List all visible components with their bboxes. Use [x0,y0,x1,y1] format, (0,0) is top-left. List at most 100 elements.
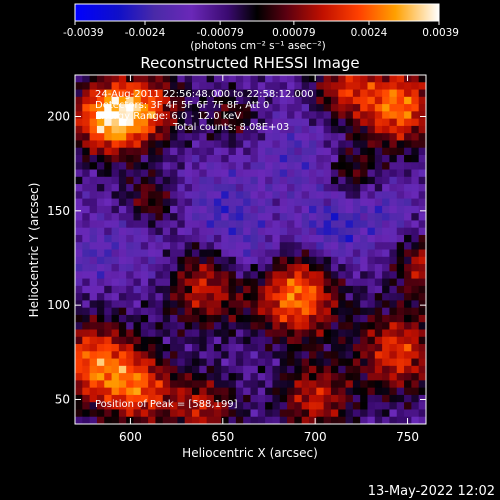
heatmap-cell [418,322,427,330]
heatmap-cell [404,344,412,352]
heatmap-cell [75,205,83,214]
heatmap-cell [367,416,376,425]
heatmap-cell [162,162,171,170]
heatmap-cell [396,351,405,359]
heatmap-cell [396,278,405,287]
heatmap-cell [345,220,354,229]
heatmap-cell [89,416,98,425]
heatmap-cell [250,104,259,112]
heatmap-cell [404,380,412,389]
heatmap-cell [382,387,390,396]
heatmap-cell [170,409,178,418]
heatmap-cell [250,256,259,265]
heatmap-cell [352,191,361,199]
heatmap-cell [360,184,368,192]
heatmap-cell [243,285,251,294]
heatmap-cell [345,249,354,258]
heatmap-cell [170,351,178,359]
heatmap-cell [257,213,266,221]
heatmap-cell [265,191,273,199]
heatmap-cell [162,409,171,418]
heatmap-cell [404,162,412,170]
heatmap-cell [213,133,222,141]
heatmap-cell [111,264,120,272]
heatmap-cell [338,191,346,199]
heatmap-cell [330,198,339,207]
heatmap-cell [345,140,354,149]
heatmap-cell [287,220,295,229]
heatmap-cell [279,104,288,112]
heatmap-cell [338,198,346,207]
heatmap-cell [360,387,368,396]
heatmap-cell [148,336,156,345]
heatmap-cell [111,118,120,127]
heatmap-cell [96,104,105,112]
heatmap-cell [82,89,91,98]
heatmap-cell [243,242,251,250]
heatmap-cell [140,75,149,83]
heatmap-cell [199,191,208,199]
heatmap-cell [352,271,361,279]
heatmap-cell [162,278,171,287]
heatmap-cell [155,89,164,98]
heatmap-cell [213,213,222,221]
heatmap-cell [184,387,193,396]
heatmap-cell [301,249,310,258]
heatmap-cell [382,409,390,418]
heatmap-cell [382,198,390,207]
heatmap-cell [272,278,281,287]
heatmap-cell [192,307,200,316]
heatmap-cell [170,205,178,214]
heatmap-cell [374,242,383,250]
heatmap-cell [338,329,346,338]
heatmap-cell [389,271,398,279]
heatmap-cell [309,300,317,309]
heatmap-cell [221,125,229,134]
heatmap-cell [418,278,427,287]
heatmap-cell [345,336,354,345]
heatmap-cell [75,373,83,381]
heatmap-cell [367,293,376,301]
heatmap-cell [126,140,134,149]
heatmap-cell [192,322,200,330]
heatmap-cell [272,300,281,309]
heatmap-cell [118,394,127,403]
heatmap-cell [301,205,310,214]
heatmap-cell [396,176,405,185]
heatmap-cell [323,234,332,243]
heatmap-cell [294,373,303,381]
heatmap-cell [235,271,244,279]
heatmap-cell [294,365,303,374]
heatmap-cell [345,198,354,207]
heatmap-cell [404,365,412,374]
heatmap-cell [148,365,156,374]
heatmap-cell [396,293,405,301]
heatmap-cell [287,147,295,156]
heatmap-cell [323,198,332,207]
heatmap-cell [75,191,83,199]
heatmap-cell [82,394,91,403]
heatmap-cell [265,89,273,98]
heatmap-cell [177,184,186,192]
heatmap-cell [155,147,164,156]
heatmap-cell [294,154,303,163]
heatmap-cell [360,191,368,199]
heatmap-cell [206,242,215,250]
heatmap-cell [382,227,390,236]
heatmap-cell [96,191,105,199]
heatmap-cell [155,75,164,83]
heatmap-cell [126,147,134,156]
heatmap-cell [118,147,127,156]
heatmap-cell [250,176,259,185]
heatmap-cell [111,169,120,178]
heatmap-cell [133,118,142,127]
heatmap-cell [89,278,98,287]
heatmap-cell [126,118,134,127]
heatmap-cell [382,285,390,294]
heatmap-cell [126,96,134,105]
heatmap-cell [206,365,215,374]
heatmap-cell [118,104,127,112]
heatmap-cell [345,351,354,359]
heatmap-cell [192,264,200,272]
heatmap-cell [345,314,354,323]
